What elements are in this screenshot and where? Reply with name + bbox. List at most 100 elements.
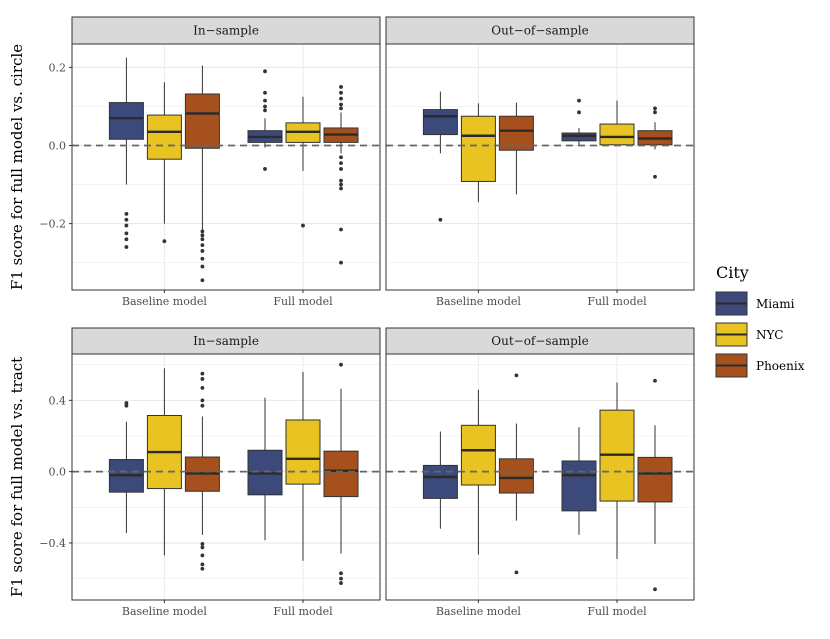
panel-r1c0-border (71, 353, 381, 601)
panel-r0c0-phoenix-full-outlier (339, 167, 343, 171)
panel-r1c1-phoenix-baseline-outlier (514, 570, 519, 575)
panel-r0c0-phoenix-full-outlier (339, 161, 343, 165)
panel-r1c0-phoenix-baseline-outlier (200, 385, 205, 390)
panel-r1c0-nyc-full-box (285, 419, 321, 485)
panel-r0c0-strip-label: In−sample (193, 24, 259, 38)
panel-r0c1-strip (385, 16, 695, 45)
panel-r1c0-phoenix-baseline-outlier (200, 377, 205, 381)
panel-r0c1-border (385, 43, 695, 291)
panel-r0c0-phoenix-baseline-outlier (200, 264, 205, 269)
panel-r1c0-phoenix-full-outlier (339, 571, 343, 576)
panel-r1c0-phoenix-full-box (323, 450, 359, 498)
panel-r0c1-phoenix-full-outlier (653, 110, 657, 115)
panel-r0c0-miami-baseline-outlier (124, 231, 129, 236)
panel-r0c0-phoenix-full-outlier (339, 155, 343, 160)
panel-r1c0-phoenix-full-outlier (339, 576, 343, 581)
panel-r0c0-phoenix-full-outlier (339, 178, 343, 183)
panel-r0c0-nyc-full-outlier (301, 223, 305, 228)
panel-r0c1-xtick-label: Full model (587, 295, 647, 308)
panel-r1c0-phoenix-baseline-outlier (200, 403, 205, 408)
panel-r1c1-phoenix-full-outlier (653, 378, 657, 383)
panel-r1c0-phoenix-full-outlier (339, 362, 343, 367)
panel-r0c0-ytick-label: 0.2 (49, 61, 67, 74)
panel-r1c0-miami-baseline-outlier (124, 401, 129, 405)
panel-r1c0-ytick-label: 0.0 (49, 466, 67, 479)
panel-r0c0-phoenix-baseline-box (184, 93, 220, 149)
panel-r0c0-plot-bg (72, 44, 380, 290)
panel-r0c0-miami-baseline-outlier (124, 211, 129, 216)
panel-r1c0-miami-baseline-outlier (124, 403, 129, 408)
panel-r0c0-phoenix-baseline-outlier (200, 256, 205, 261)
legend-title: City (716, 263, 749, 282)
panel-r0c0-miami-baseline-outlier (124, 245, 129, 249)
panel-r1c0-phoenix-baseline-outlier (200, 545, 205, 550)
panel-r0c0-xtick-label: Full model (273, 295, 333, 308)
panel-r0c0-phoenix-full-outlier (339, 227, 343, 232)
panel-r0c0-phoenix-baseline-outlier (200, 233, 205, 238)
panel-r0c0-miami-full-outlier (263, 90, 267, 95)
legend-label-miami: Miami (756, 297, 795, 311)
panel-r0c0-ylabel: F1 score for full model vs. circle (8, 44, 26, 290)
panel-r1c1: Out−of−sample Baseline model Full model (385, 327, 695, 618)
panel-r1c1-xtick-label: Baseline model (436, 605, 522, 618)
panel-r0c0-phoenix-full-outlier (339, 186, 343, 191)
panel-r0c1-nyc-baseline-box (460, 115, 496, 182)
panel-r1c1-miami-full-box (561, 460, 597, 512)
panel-r0c0-miami-baseline-outlier (124, 217, 129, 222)
panel-r1c1-strip-label: Out−of−sample (491, 334, 588, 348)
panel-r0c0-phoenix-full-outlier (339, 102, 343, 107)
panel-r0c1-miami-full-outlier (577, 98, 581, 103)
panel-r0c0-phoenix-full-outlier (339, 90, 343, 95)
panel-r0c0-miami-full-outlier (263, 104, 267, 109)
panel-r1c0-ytick-label: −0.4 (39, 537, 66, 550)
panel-r0c0-xtick-label: Baseline model (122, 295, 208, 308)
panel-r0c1-phoenix-full-outlier (653, 174, 657, 179)
panel-r0c1-phoenix-baseline-box (498, 115, 534, 151)
panel-r0c0-miami-baseline-box (108, 102, 144, 140)
panel-r0c0-phoenix-baseline-outlier (200, 237, 205, 242)
panel-r0c1: Out−of−sample Baseline model Full model (385, 16, 695, 308)
panel-r0c0-phoenix-full-outlier (339, 182, 343, 187)
panel-r0c0-phoenix-full-outlier (339, 106, 343, 111)
panel-r0c1-miami-full-outlier (577, 110, 581, 115)
panel-r0c0-strip (71, 16, 381, 45)
panel-r0c0-nyc-baseline-box (146, 114, 182, 160)
panel-r0c0-phoenix-baseline-outlier (200, 229, 205, 234)
panel-r1c1-border (385, 353, 695, 601)
panel-r1c1-xtick-label: Full model (587, 605, 647, 618)
panel-r0c1-nyc-full-box (599, 123, 635, 146)
panel-r1c0-xtick-label: Full model (273, 605, 333, 618)
panel-r0c0-phoenix-full-outlier (339, 96, 343, 101)
panel-r0c1-plot-bg (386, 44, 694, 290)
panel-r0c1-miami-baseline-box (422, 109, 458, 136)
panel-r0c1-miami-baseline-outlier (438, 217, 443, 222)
panel-r0c0-nyc-baseline-outlier (162, 239, 167, 244)
panel-r0c0-miami-full-outlier (263, 167, 267, 171)
panel-r1c0-strip (71, 327, 381, 355)
panel-r1c1-nyc-baseline-box (460, 424, 496, 486)
panel-r0c0-miami-full-outlier (263, 98, 267, 103)
panel-r0c0-ytick-label: −0.2 (39, 218, 66, 231)
panel-r1c0-ylabel: F1 score for full model vs. tract (8, 357, 26, 597)
panel-r0c1-phoenix-full-outlier (653, 106, 657, 111)
panel-r0c1-xtick-label: Baseline model (436, 295, 522, 308)
legend: City Miami NYC Phoenix (715, 263, 805, 378)
panel-r1c1-phoenix-baseline-outlier (514, 373, 519, 378)
panel-r1c1-phoenix-full-outlier (653, 587, 657, 592)
panel-r1c0-phoenix-baseline-outlier (200, 562, 205, 567)
panel-r1c0-phoenix-baseline-outlier (200, 566, 205, 571)
legend-label-phoenix: Phoenix (756, 359, 805, 373)
panel-r1c0-phoenix-full-outlier (339, 581, 343, 585)
panel-r0c0-miami-full-outlier (263, 69, 267, 74)
panel-r0c0-ytick-label: 0.0 (49, 140, 67, 153)
panel-r1c0-xtick-label: Baseline model (122, 605, 208, 618)
panel-r1c1-phoenix-full-box (637, 456, 673, 503)
panel-r0c0-phoenix-full-outlier (339, 260, 343, 265)
panel-r0c0-phoenix-baseline-outlier (200, 243, 205, 247)
panel-r0c0: In−sample Baseline model Full model −0.2 0.0… (8, 16, 381, 308)
panel-r1c0: In−sample Baseline model Full model −0.4 0.0… (8, 327, 381, 618)
panel-r0c0-miami-baseline-outlier (124, 237, 129, 242)
panel-r1c0-phoenix-baseline-outlier (200, 371, 205, 376)
panel-r0c0-miami-baseline-outlier (124, 223, 129, 228)
